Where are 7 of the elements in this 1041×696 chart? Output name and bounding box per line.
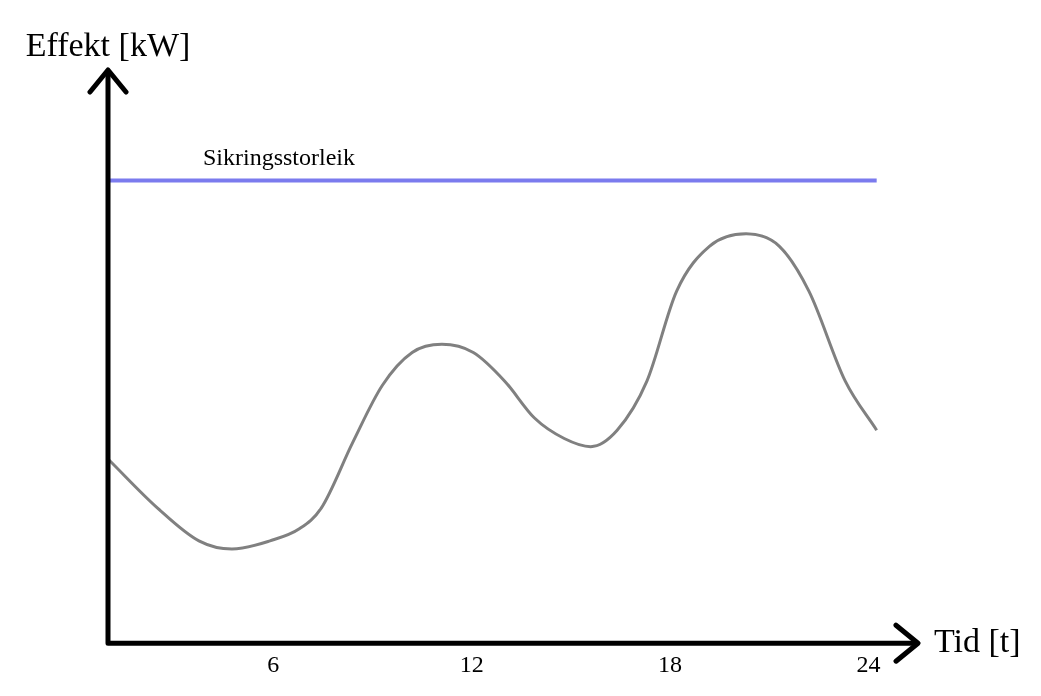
x-tick-label: 24 <box>856 650 881 677</box>
x-axis-title: Tid [t] <box>934 622 1021 660</box>
x-tick-label: 18 <box>658 650 683 677</box>
text: Effekt [kW] <box>25 25 191 63</box>
x-tick-label: 12 <box>459 650 484 677</box>
x-tick-label: 6 <box>267 650 280 677</box>
ref-line-label: Sikringsstorleik <box>203 143 356 170</box>
